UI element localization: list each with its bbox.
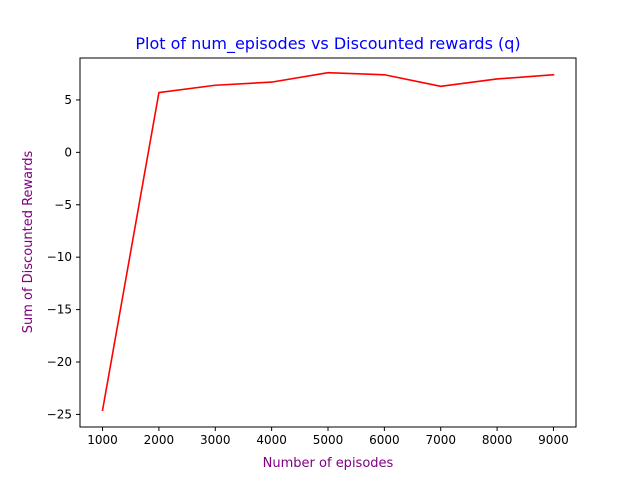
- x-tick-label: 6000: [369, 433, 400, 447]
- x-tick-label: 9000: [538, 433, 569, 447]
- x-tick-label: 3000: [200, 433, 231, 447]
- x-tick-label: 7000: [425, 433, 456, 447]
- x-axis-ticks: 1000 2000 3000 4000 5000 6000 7000 8000 9000: [87, 427, 569, 447]
- series-group: [101, 71, 555, 412]
- x-tick-label: 4000: [256, 433, 287, 447]
- y-tick-label: −5: [54, 198, 72, 212]
- y-tick-label: −25: [47, 407, 72, 421]
- x-tick-label: 2000: [144, 433, 175, 447]
- y-axis-label: Sum of Discounted Rewards: [21, 150, 36, 333]
- x-tick-label: 5000: [313, 433, 344, 447]
- x-tick-label: 1000: [87, 433, 118, 447]
- y-axis-ticks: −25 −20 −15 −10 −5 0 5: [47, 93, 80, 421]
- x-tick-label: 8000: [482, 433, 513, 447]
- y-tick-label: −20: [47, 355, 72, 369]
- y-tick-label: 0: [64, 145, 72, 159]
- y-tick-label: −15: [47, 303, 72, 317]
- series-line-0: [101, 71, 555, 412]
- y-tick-label: 5: [64, 93, 72, 107]
- x-axis-label: Number of episodes: [263, 456, 394, 471]
- y-tick-label: −10: [47, 250, 72, 264]
- chart-title: Plot of num_episodes vs Discounted rewar…: [135, 34, 520, 54]
- axes: 1000 2000 3000 4000 5000 6000 7000 8000 9000 −25…: [47, 57, 577, 447]
